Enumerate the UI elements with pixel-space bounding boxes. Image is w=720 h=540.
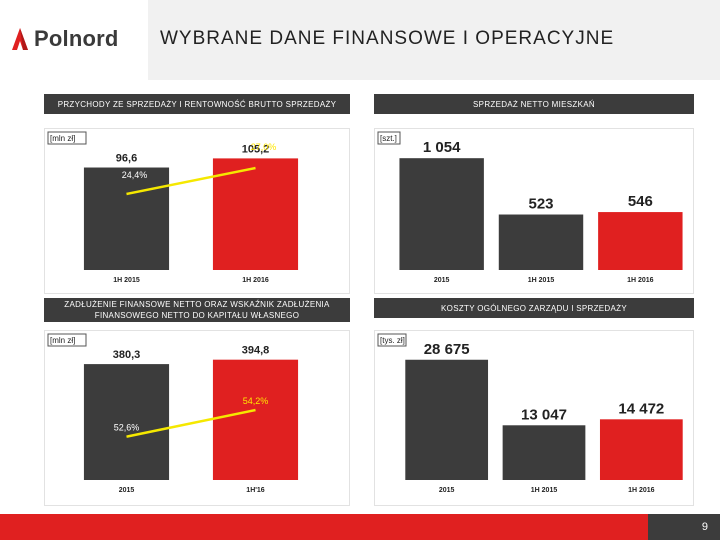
- bar-value-label: 13 047: [521, 406, 567, 423]
- unit-label: [szt.]: [380, 134, 397, 143]
- category-label: 2015: [434, 277, 450, 284]
- logo-area: Polnord: [0, 0, 148, 80]
- bar-value-label: 380,3: [113, 349, 141, 361]
- footer-bar: [0, 514, 720, 540]
- bar-value-label: 394,8: [242, 345, 270, 357]
- costs-panel-header: KOSZTY OGÓLNEGO ZARZĄDU I SPRZEDAŻY: [374, 298, 694, 318]
- polnord-logo-icon: [12, 28, 28, 50]
- bar: [83, 167, 170, 270]
- title-band: [148, 0, 720, 80]
- ratio-value-label: 24,4%: [122, 170, 148, 180]
- bar: [598, 212, 683, 270]
- bar: [212, 158, 299, 270]
- page-title: WYBRANE DANE FINANSOWE I OPERACYJNE: [160, 28, 615, 49]
- bar-value-label: 96,6: [116, 153, 137, 165]
- bar-value-label: 523: [528, 196, 553, 213]
- logo-text: Polnord: [34, 26, 119, 51]
- category-label: 1H 2015: [531, 487, 558, 494]
- unit-box: [47, 131, 87, 145]
- page-number: 9: [648, 514, 720, 540]
- ratio-value-label: 27,0%: [251, 142, 277, 152]
- bar-value-label: 546: [628, 193, 653, 210]
- unit-label: [tys. zł]: [380, 336, 405, 345]
- category-label: 1H'16: [246, 487, 265, 494]
- bar: [502, 425, 586, 480]
- category-label: 1H 2016: [627, 277, 654, 284]
- bar-value-label: 1 054: [423, 139, 461, 156]
- revenue-chart: [mln zł] 96,6 1H 2015 105,2 1H 2016 24,4% 27,0…: [44, 128, 350, 294]
- bar: [405, 359, 489, 480]
- bar: [599, 419, 683, 480]
- bar: [498, 214, 584, 270]
- ratio-value-label: 54,2%: [243, 396, 269, 406]
- debt-panel-header: ZADŁUŻENIE FINANSOWE NETTO ORAZ WSKAŹNIK…: [44, 298, 350, 322]
- apartments-panel-header: SPRZEDAŻ NETTO MIESZKAŃ: [374, 94, 694, 114]
- bar-value-label: 105,2: [242, 143, 270, 155]
- unit-box: [377, 131, 401, 145]
- debt-chart: [mln zł] 380,3 2015 394,8 1H'16 52,6% 54,2%: [44, 330, 350, 506]
- revenue-panel-header: PRZYCHODY ZE SPRZEDAŻY I RENTOWNOŚĆ BRUT…: [44, 94, 350, 114]
- unit-box: [377, 333, 407, 347]
- unit-label: [mln zł]: [50, 336, 75, 345]
- ratio-line: [126, 408, 256, 438]
- category-label: 1H 2015: [113, 277, 140, 284]
- bar: [399, 158, 484, 270]
- category-label: 2015: [439, 487, 455, 494]
- ratio-line: [126, 166, 256, 196]
- bar: [212, 359, 299, 480]
- category-label: 1H 2016: [628, 487, 655, 494]
- ratio-value-label: 52,6%: [114, 423, 140, 433]
- bar-value-label: 14 472: [618, 400, 664, 417]
- bar: [83, 364, 170, 480]
- category-label: 2015: [119, 487, 135, 494]
- unit-label: [mln zł]: [50, 134, 75, 143]
- category-label: 1H 2016: [242, 277, 269, 284]
- bar-value-label: 28 675: [424, 341, 470, 358]
- apartments-chart: [szt.] 1 054 2015 523 1H 2015 546 1H 2016: [374, 128, 694, 294]
- category-label: 1H 2015: [528, 277, 555, 284]
- costs-chart: [tys. zł] 28 675 2015 13 047 1H 2015 14 472 1H…: [374, 330, 694, 506]
- unit-box: [47, 333, 87, 347]
